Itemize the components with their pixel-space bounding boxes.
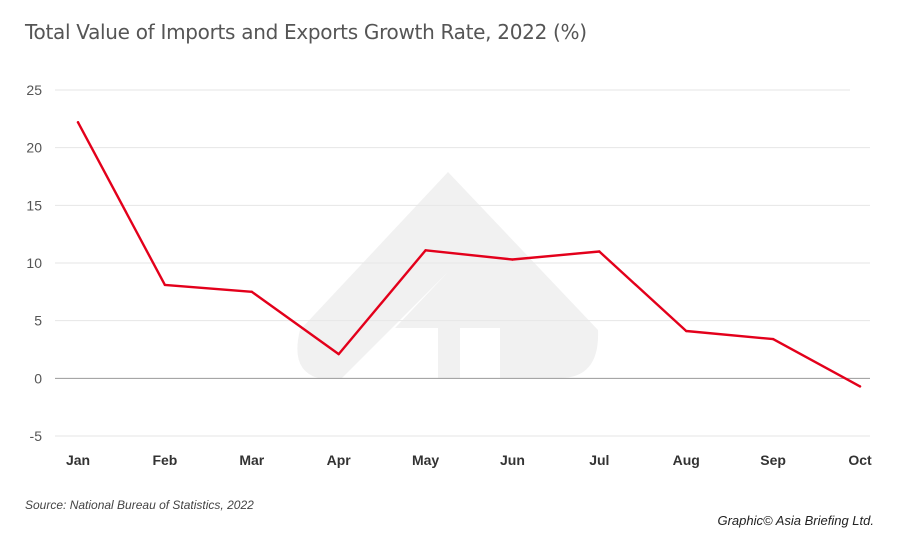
series-line <box>76 121 862 388</box>
y-tick-label: 15 <box>26 197 42 213</box>
y-axis-ticks: -5 0 5 10 15 20 25 <box>26 82 42 444</box>
y-tick-label: 10 <box>26 255 42 271</box>
y-tick-label: 5 <box>34 313 42 329</box>
data-point <box>76 121 80 124</box>
y-tick-label: 20 <box>26 140 42 156</box>
series-group <box>76 121 862 388</box>
data-point <box>424 249 427 252</box>
chart-title: Total Value of Imports and Exports Growt… <box>25 20 587 44</box>
x-tick-label: Aug <box>673 452 700 468</box>
x-tick-label: Mar <box>239 452 264 468</box>
x-tick-label: Feb <box>152 452 177 468</box>
data-point <box>337 352 340 356</box>
data-point <box>250 290 253 294</box>
x-axis-ticks: Jan Feb Mar Apr May Jun Jul Aug Sep Oct <box>66 452 872 468</box>
x-tick-label: May <box>412 452 439 468</box>
x-tick-label: Sep <box>760 452 786 468</box>
x-tick-label: Jul <box>589 452 609 468</box>
source-note: Source: National Bureau of Statistics, 2… <box>25 498 254 512</box>
watermark-shape-stem <box>438 328 460 378</box>
watermark-logo <box>297 172 599 378</box>
watermark-shape-outer <box>297 172 599 378</box>
x-tick-label: Jan <box>66 452 90 468</box>
y-tick-label: 0 <box>34 370 42 386</box>
data-point <box>598 250 601 253</box>
y-tick-label: -5 <box>30 428 43 444</box>
x-tick-label: Jun <box>500 452 525 468</box>
x-tick-label: Oct <box>848 452 872 468</box>
data-point <box>685 329 688 333</box>
data-point <box>163 283 167 287</box>
gridlines <box>55 89 870 437</box>
x-tick-label: Apr <box>327 452 352 468</box>
y-tick-label: 25 <box>26 82 42 98</box>
graphic-credit: Graphic© Asia Briefing Ltd. <box>717 513 874 528</box>
data-point <box>858 385 862 388</box>
data-point <box>771 337 775 341</box>
data-point <box>511 258 514 261</box>
